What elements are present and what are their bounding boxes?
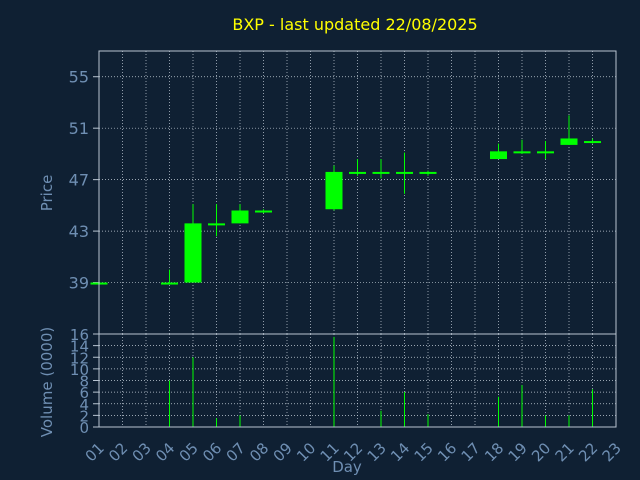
day-tick-label: 07: [223, 439, 249, 465]
candle-body: [419, 171, 437, 174]
volume-grid: [93, 333, 617, 428]
volume-tick-label: 6: [79, 384, 89, 402]
candle-body: [537, 151, 554, 154]
candle: [349, 159, 366, 176]
volume-tick-label: 2: [79, 407, 89, 425]
price-tick-label: 47: [69, 171, 89, 190]
day-tick-label: 18: [481, 439, 507, 465]
day-tick-label: 19: [505, 439, 531, 465]
candle: [161, 269, 178, 285]
volume-tick-label: 4: [79, 396, 89, 414]
day-tick-label: 23: [599, 439, 625, 465]
volume-tick-label: 0: [79, 419, 89, 437]
candle-body: [231, 210, 249, 224]
price-tick-label: 55: [69, 68, 89, 87]
volume-axis-label: Volume (0000): [38, 327, 56, 437]
candle: [490, 143, 507, 160]
price-axis-label: Price: [38, 175, 56, 212]
volume-tick-label: 10: [70, 361, 89, 379]
day-tick-label: 20: [528, 439, 554, 465]
day-tick-label: 08: [246, 439, 272, 465]
day-tick-label: 03: [129, 439, 155, 465]
day-tick-label: 17: [458, 439, 484, 465]
candle: [560, 115, 578, 145]
candle-body: [184, 223, 202, 283]
x-axis-label: Day: [332, 458, 362, 476]
price-tick-labels: 39 43 47 51 55: [69, 68, 89, 293]
candle-body: [325, 171, 343, 210]
candle: [231, 204, 249, 224]
day-tick-label: 01: [82, 439, 108, 465]
price-tick-label: 39: [69, 274, 89, 293]
volume-tick-label: 12: [70, 349, 89, 367]
volume-tick-label: 8: [79, 373, 89, 391]
candle-body: [513, 151, 531, 154]
candle-body: [372, 171, 390, 174]
candle: [419, 170, 437, 176]
day-tick-label: 22: [575, 439, 601, 465]
candle: [537, 141, 554, 160]
day-tick-label: 06: [199, 439, 225, 465]
day-tick-label: 04: [152, 439, 178, 465]
candle: [584, 138, 601, 144]
candle: [255, 209, 272, 214]
day-tick-label: 13: [364, 439, 390, 465]
candle: [325, 165, 343, 211]
candle-body: [490, 151, 507, 160]
price-tick-label: 43: [69, 222, 89, 241]
candle-body: [584, 141, 601, 144]
day-tick-label: 10: [293, 439, 319, 465]
day-tick-label: 02: [105, 439, 131, 465]
candle-body: [560, 138, 578, 145]
volume-tick-label: 14: [70, 338, 89, 356]
candle: [396, 152, 413, 194]
day-tick-label: 09: [270, 439, 296, 465]
candle-body: [208, 223, 225, 226]
day-tick-label: 15: [411, 439, 437, 465]
volume-tick-label: 16: [70, 326, 89, 344]
candle-body: [255, 210, 272, 213]
day-tick-label: 14: [387, 439, 413, 465]
volume-panel-frame: [98, 333, 617, 428]
candle: [372, 159, 390, 179]
price-grid: [93, 51, 617, 334]
volume-bars: [169, 336, 593, 427]
day-tick-label: 05: [176, 439, 202, 465]
price-tick-label: 51: [69, 119, 89, 138]
candle-body: [396, 171, 413, 174]
day-tick-label: 21: [552, 439, 578, 465]
candles: [90, 115, 601, 285]
day-tick-labels: 0102030405060708091011121314151617181920…: [82, 439, 625, 465]
candle: [184, 204, 202, 283]
candle-body: [161, 282, 178, 285]
day-tick-label: 16: [434, 439, 460, 465]
chart-title: BXP - last updated 22/08/2025: [232, 15, 477, 34]
candle: [513, 139, 531, 154]
candle-body: [349, 171, 366, 174]
candle: [208, 204, 225, 237]
